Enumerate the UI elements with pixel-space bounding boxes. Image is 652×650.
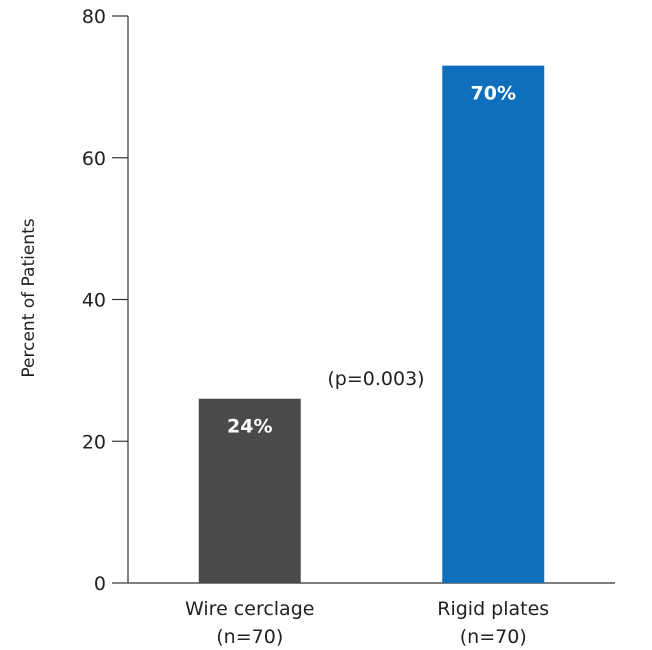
- x-category-label: Rigid plates: [437, 598, 549, 620]
- y-axis-label: Percent of Patients: [19, 218, 39, 377]
- data-label: 70%: [471, 83, 516, 105]
- x-category-sublabel: (n=70): [460, 626, 527, 648]
- bars: 24% 70%: [198, 65, 545, 584]
- y-tick-label: 60: [82, 148, 106, 170]
- x-category-sublabel: (n=70): [216, 626, 283, 648]
- x-category-label: Wire cerclage: [185, 598, 314, 620]
- y-tick-label: 0: [94, 573, 106, 595]
- y-tick-label: 20: [82, 431, 106, 453]
- bar-wire-cerclage: [198, 398, 301, 583]
- data-label: 24%: [227, 416, 272, 438]
- y-tick-label: 40: [82, 290, 106, 312]
- y-axis: 0 20 40 60 80: [82, 6, 129, 595]
- p-value-annotation: (p=0.003): [327, 368, 424, 390]
- bar-rigid-plates: [442, 65, 545, 584]
- x-axis: Wire cerclage (n=70) Rigid plates (n=70): [128, 582, 615, 648]
- y-tick-label: 80: [82, 6, 106, 28]
